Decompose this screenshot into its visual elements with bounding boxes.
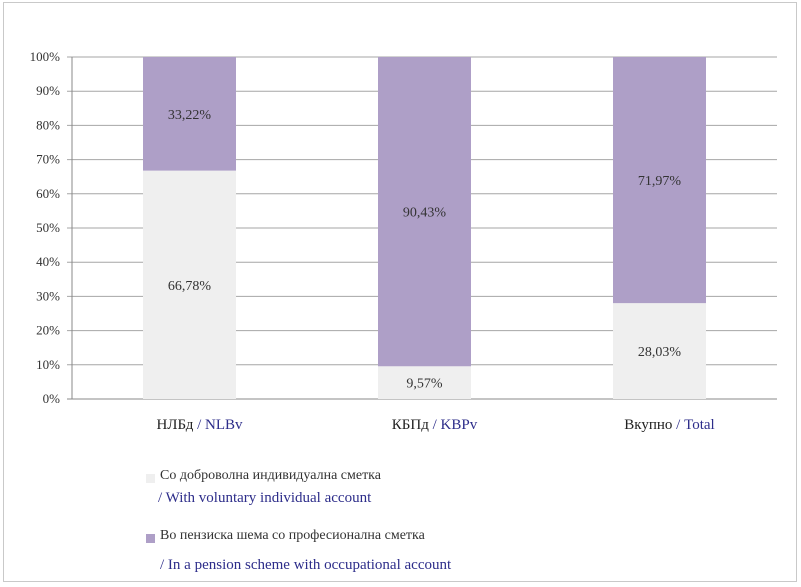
chart-frame bbox=[3, 2, 797, 582]
data-label: 90,43% bbox=[403, 206, 447, 221]
y-tick-label: 20% bbox=[36, 323, 60, 338]
x-axis-labels: НЛБд / NLBv КБПд / KBPv Вкупно / Total bbox=[156, 417, 714, 433]
data-label: 28,03% bbox=[638, 345, 682, 360]
y-tick-label: 50% bbox=[36, 220, 60, 235]
legend-swatch-occupational bbox=[146, 534, 155, 543]
legend-swatch-voluntary bbox=[146, 474, 155, 483]
bars: 66,78% 33,22% 9,57% 90,43% 28,03% 71,97% bbox=[143, 57, 706, 399]
y-tick-label: 90% bbox=[36, 83, 60, 98]
legend-label-voluntary: Со доброволна индивидуална сметка bbox=[160, 468, 381, 483]
y-tick-label: 80% bbox=[36, 117, 60, 132]
legend-label-occupational: Во пензиска шема со професионална сметка bbox=[160, 528, 425, 543]
bar-segment bbox=[378, 57, 471, 367]
x-tick-label: НЛБд / NLBv bbox=[156, 417, 243, 433]
y-tick-label: 60% bbox=[36, 186, 60, 201]
x-tick-label: Вкупно / Total bbox=[624, 417, 714, 433]
y-axis: 0% 10% 20% 30% 40% 50% 60% 70% 80% 90% 100% bbox=[30, 49, 73, 406]
y-tick-label: 100% bbox=[30, 49, 61, 64]
y-tick-label: 10% bbox=[36, 357, 60, 372]
y-tick-label: 30% bbox=[36, 288, 60, 303]
bar-segment bbox=[378, 366, 471, 399]
legend-label-voluntary-en: / With voluntary individual account bbox=[158, 490, 372, 506]
data-label: 71,97% bbox=[638, 174, 682, 189]
y-tick-label: 0% bbox=[43, 391, 61, 406]
legend-label-occupational-en: / In a pension scheme with occupational … bbox=[160, 557, 452, 573]
y-tick-label: 70% bbox=[36, 152, 60, 167]
bar-segment bbox=[143, 170, 236, 399]
data-label: 33,22% bbox=[168, 108, 212, 123]
data-label: 66,78% bbox=[168, 279, 212, 294]
stacked-bar-chart: 0% 10% 20% 30% 40% 50% 60% 70% 80% 90% 100% 66,78%… bbox=[30, 49, 777, 433]
bar-segment bbox=[143, 57, 236, 171]
x-tick-label: КБПд / KBPv bbox=[392, 417, 478, 433]
bar-segment bbox=[613, 57, 706, 304]
data-label: 9,57% bbox=[406, 377, 443, 392]
bar-segment bbox=[613, 303, 706, 399]
y-tick-label: 40% bbox=[36, 254, 60, 269]
